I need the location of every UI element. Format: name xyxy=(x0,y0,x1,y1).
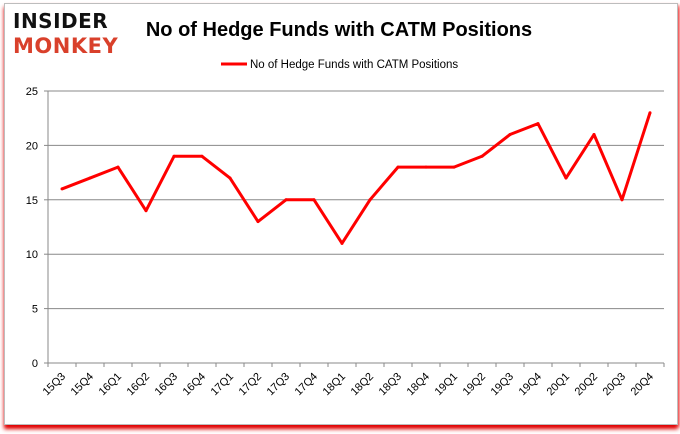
legend-label: No of Hedge Funds with CATM Positions xyxy=(250,59,458,71)
x-tick-label: 16Q2 xyxy=(125,371,153,399)
series-line xyxy=(61,112,652,245)
x-tick-label: 16Q3 xyxy=(153,371,181,399)
data-point xyxy=(564,176,568,180)
x-tick-label: 17Q1 xyxy=(209,371,237,399)
data-point xyxy=(256,220,260,224)
data-point xyxy=(340,241,344,245)
data-point xyxy=(620,198,624,202)
data-point xyxy=(452,165,456,169)
x-tick-label: 20Q4 xyxy=(629,371,657,399)
data-point xyxy=(200,154,204,158)
data-point xyxy=(592,133,596,137)
x-tick-label: 18Q1 xyxy=(321,371,349,399)
x-tick-label: 15Q3 xyxy=(41,371,69,399)
y-tick-label: 20 xyxy=(26,140,38,152)
x-tick-label: 16Q4 xyxy=(181,371,209,399)
data-point xyxy=(172,154,176,158)
data-point xyxy=(60,187,64,191)
x-tick-label: 17Q3 xyxy=(265,371,293,399)
logo-line1: INSIDER xyxy=(13,9,108,33)
data-point xyxy=(312,198,316,202)
x-tick-label: 18Q3 xyxy=(377,371,405,399)
data-point xyxy=(284,198,288,202)
data-point xyxy=(144,209,148,213)
chart-title: No of Hedge Funds with CATM Positions xyxy=(146,19,532,41)
y-tick-label: 25 xyxy=(26,86,38,98)
x-tick-label: 17Q4 xyxy=(293,371,321,399)
data-point xyxy=(648,111,652,115)
y-tick-label: 0 xyxy=(32,358,38,370)
insider-monkey-logo: INSIDER MONKEY xyxy=(13,9,118,58)
y-tick-label: 15 xyxy=(26,195,38,207)
data-point xyxy=(536,122,540,126)
data-point xyxy=(88,176,92,180)
logo-line2: MONKEY xyxy=(13,34,118,58)
x-tick-label: 18Q2 xyxy=(349,371,377,399)
x-tick-label: 19Q3 xyxy=(489,371,517,399)
x-tick-label: 17Q2 xyxy=(237,371,265,399)
y-tick-label: 5 xyxy=(32,304,38,316)
data-point xyxy=(508,133,512,137)
x-tick-label: 16Q1 xyxy=(97,371,125,399)
data-point xyxy=(480,154,484,158)
legend: No of Hedge Funds with CATM Positions xyxy=(221,59,458,71)
x-tick-label: 15Q4 xyxy=(69,371,97,399)
x-tick-label: 18Q4 xyxy=(405,371,433,399)
x-tick-label: 19Q4 xyxy=(517,371,545,399)
x-tick-label: 20Q1 xyxy=(545,371,573,399)
data-point xyxy=(368,198,372,202)
x-tick-label: 19Q2 xyxy=(461,371,489,399)
data-point xyxy=(424,165,428,169)
chart-frame: INSIDER MONKEY No of Hedge Funds with CA… xyxy=(4,3,678,425)
data-point xyxy=(396,165,400,169)
x-tick-label: 19Q1 xyxy=(433,371,461,399)
x-tick-label: 20Q2 xyxy=(573,371,601,399)
x-tick-label: 20Q3 xyxy=(601,371,629,399)
data-point xyxy=(228,176,232,180)
data-point xyxy=(116,165,120,169)
y-tick-label: 10 xyxy=(26,249,38,261)
